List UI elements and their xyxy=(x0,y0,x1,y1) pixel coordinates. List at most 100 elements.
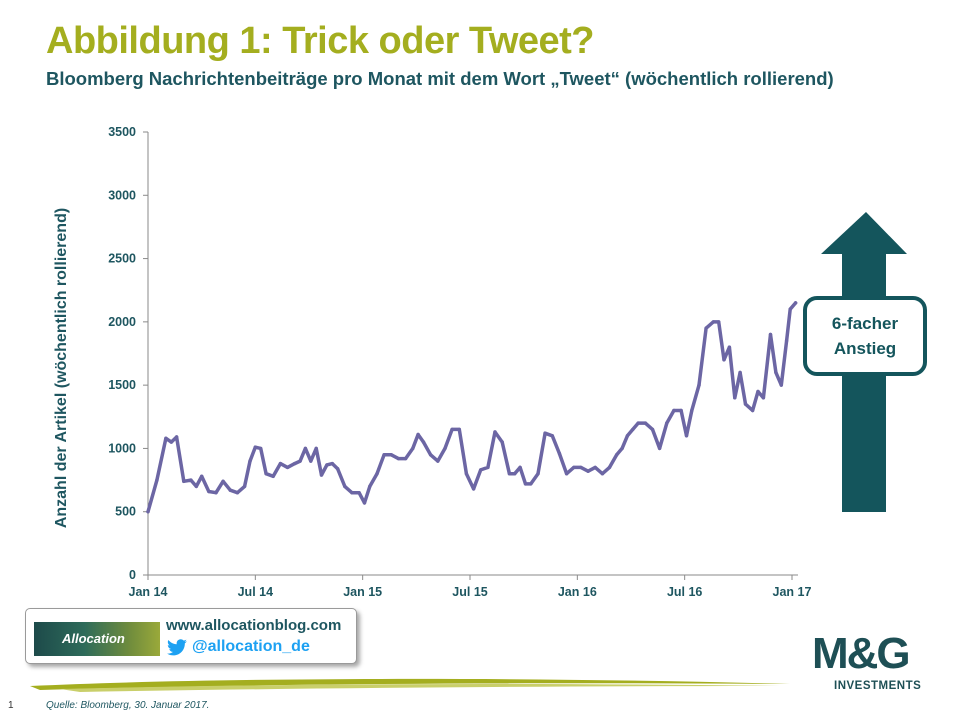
data-point xyxy=(259,446,263,451)
data-point xyxy=(314,446,318,451)
data-point xyxy=(657,446,662,451)
data-point xyxy=(500,440,504,444)
data-point xyxy=(711,320,715,324)
data-point xyxy=(779,383,783,387)
data-point xyxy=(146,510,150,514)
twitter-bird-icon xyxy=(167,639,187,656)
data-point xyxy=(450,427,454,432)
data-point xyxy=(665,421,669,425)
footer-swoosh xyxy=(30,678,790,692)
data-point xyxy=(631,427,635,432)
data-point xyxy=(529,482,533,486)
data-point xyxy=(421,440,426,444)
x-tick-label: Jan 15 xyxy=(343,585,382,599)
x-tick-label: Jan 16 xyxy=(558,585,597,599)
source-note: Quelle: Bloomberg, 30. Januar 2017. xyxy=(46,700,210,711)
data-point xyxy=(774,370,778,375)
data-point xyxy=(607,465,612,470)
data-point xyxy=(428,453,433,457)
data-point xyxy=(436,459,440,463)
data-point xyxy=(382,453,386,457)
data-point xyxy=(293,461,297,466)
data-point xyxy=(679,408,683,413)
data-point xyxy=(228,488,232,492)
data-point xyxy=(253,445,257,449)
data-point xyxy=(343,484,347,489)
data-point xyxy=(471,487,476,491)
data-point xyxy=(557,451,562,456)
series-line xyxy=(146,301,798,514)
chart-subtitle: Bloomberg Nachrichtenbeiträge pro Monat … xyxy=(46,68,834,89)
data-point xyxy=(586,469,590,473)
data-point xyxy=(550,434,554,438)
data-point xyxy=(536,472,540,476)
data-point xyxy=(416,432,420,437)
data-point xyxy=(389,453,393,457)
data-point xyxy=(572,465,576,470)
data-point xyxy=(303,446,308,451)
data-point xyxy=(717,320,721,324)
data-point xyxy=(350,491,354,495)
data-point xyxy=(375,472,379,476)
data-point xyxy=(593,465,597,470)
data-point xyxy=(493,430,497,434)
annotation-box: 6-facher Anstieg xyxy=(803,296,927,376)
data-point xyxy=(325,463,329,467)
data-point xyxy=(155,478,159,482)
data-point xyxy=(750,408,755,413)
x-tick-label: Jul 16 xyxy=(667,585,702,599)
data-point xyxy=(600,472,605,476)
data-point xyxy=(727,345,732,349)
data-point xyxy=(194,484,198,489)
data-point xyxy=(396,456,401,461)
data-point xyxy=(579,465,583,470)
y-tick-label: 2000 xyxy=(108,315,136,329)
data-point xyxy=(761,396,766,400)
y-tick-label: 1500 xyxy=(108,378,136,392)
x-tick-label: Jan 17 xyxy=(773,585,812,599)
data-point xyxy=(242,484,247,489)
y-tick-label: 2500 xyxy=(108,252,136,266)
data-point xyxy=(403,456,408,461)
data-point xyxy=(643,421,647,425)
twitter-handle[interactable]: @allocation_de xyxy=(192,638,310,655)
allocation-logo: Allocation xyxy=(34,622,160,656)
blog-url-link[interactable]: www.allocationblog.com xyxy=(166,617,342,634)
data-point xyxy=(264,472,268,476)
annotation-line-1: 6-facher xyxy=(831,314,899,333)
data-point xyxy=(738,370,742,375)
data-point xyxy=(443,446,447,451)
y-tick-label: 500 xyxy=(115,505,136,519)
annotation-line-2: Anstieg xyxy=(833,339,897,358)
data-point xyxy=(235,491,240,495)
data-point xyxy=(523,482,528,486)
data-point xyxy=(620,446,624,451)
data-point xyxy=(625,434,630,438)
data-point xyxy=(169,440,173,444)
data-point xyxy=(768,332,773,337)
x-axis-ticks: Jan 14 Jul 14 Jan 15 Jul 15 Jan 16 Jul 16 Jan … xyxy=(129,575,812,599)
data-point xyxy=(543,431,547,435)
data-point xyxy=(200,474,204,478)
chart-axes xyxy=(147,132,798,576)
data-point xyxy=(636,421,640,425)
x-tick-label: Jul 14 xyxy=(238,585,273,599)
x-tick-label: Jul 15 xyxy=(452,585,487,599)
data-point xyxy=(793,301,798,305)
blog-promo-box[interactable]: Allocation www.allocationblog.com @alloc… xyxy=(25,608,357,664)
data-point xyxy=(221,479,225,483)
mg-logo-mark: M&G xyxy=(812,629,911,678)
y-tick-label: 0 xyxy=(129,568,136,582)
mg-investments-logo: M&G INVESTMENTS xyxy=(812,632,928,698)
y-axis-ticks: 0 500 1000 1500 2000 2500 3000 3500 xyxy=(108,125,148,582)
data-point xyxy=(271,474,275,478)
data-point xyxy=(319,473,324,477)
data-point xyxy=(362,501,367,505)
data-point xyxy=(189,478,193,482)
mg-logo-subtitle: INVESTMENTS xyxy=(834,680,922,692)
data-point xyxy=(278,461,283,466)
data-point xyxy=(507,472,512,476)
data-point xyxy=(457,427,461,432)
data-point xyxy=(357,491,361,495)
